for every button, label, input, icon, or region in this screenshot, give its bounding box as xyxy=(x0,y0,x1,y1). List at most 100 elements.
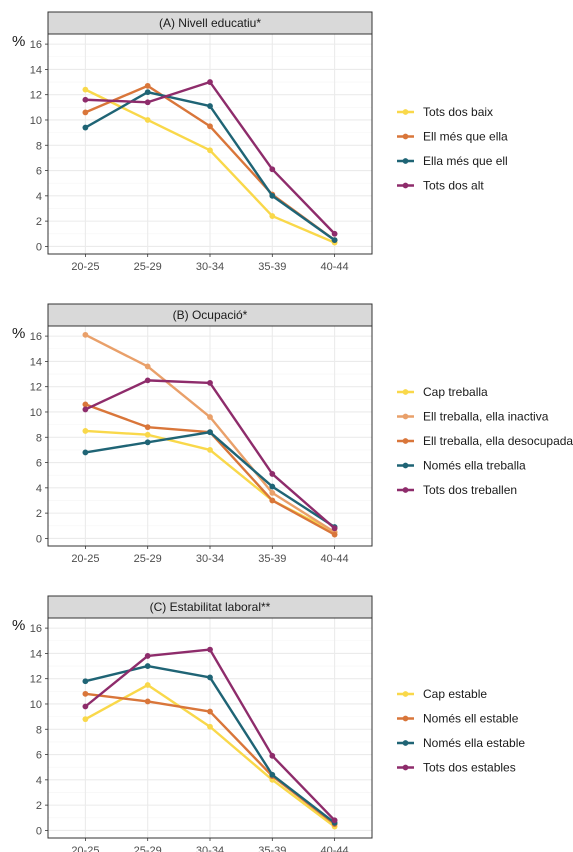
data-point xyxy=(144,99,151,106)
data-point xyxy=(144,682,151,688)
legend-key-point xyxy=(402,715,409,722)
x-tick-label: 30-34 xyxy=(196,261,224,273)
legend-key-point xyxy=(402,740,409,746)
legend-key xyxy=(397,764,414,771)
legend-label: Ell treballa, ella inactiva xyxy=(423,410,549,424)
data-point xyxy=(82,690,89,697)
x-tick-label: 25-29 xyxy=(134,261,162,273)
data-point xyxy=(82,678,89,685)
legend-key-point xyxy=(402,764,409,771)
data-point xyxy=(82,109,89,116)
data-point xyxy=(269,213,276,219)
y-tick-label: 6 xyxy=(36,458,42,470)
data-point xyxy=(269,489,276,496)
data-point xyxy=(331,531,338,538)
series-0 xyxy=(82,682,338,830)
legend-key-point xyxy=(402,158,409,164)
y-tick-label: 6 xyxy=(36,166,42,178)
data-point xyxy=(207,379,213,386)
y-tick-label: 2 xyxy=(36,216,42,228)
data-point xyxy=(269,483,276,490)
data-point xyxy=(331,817,338,824)
x-tick-label: 35-39 xyxy=(258,845,286,852)
y-axis-label: % xyxy=(12,33,25,50)
legend-key xyxy=(397,691,414,697)
legend-key xyxy=(397,109,414,115)
data-point xyxy=(269,497,276,504)
legend-label: Tots dos treballen xyxy=(423,483,517,497)
y-tick-label: 16 xyxy=(30,623,42,635)
legend-key-point xyxy=(402,413,409,420)
data-point xyxy=(331,237,338,243)
y-tick-label: 2 xyxy=(36,800,42,812)
data-point xyxy=(144,653,151,659)
data-point xyxy=(144,117,151,123)
legend-label: Tots dos estables xyxy=(423,761,516,775)
y-axis-label: % xyxy=(12,325,25,342)
legend: Tots dos baix Ell més que ella Ella més qu… xyxy=(397,105,508,193)
facet-title: (B) Ocupació* xyxy=(173,308,248,322)
data-point xyxy=(82,428,89,434)
legend-key xyxy=(397,487,414,493)
x-tick-label: 20-25 xyxy=(71,553,99,565)
legend-key-point xyxy=(402,438,409,444)
x-tick-label: 25-29 xyxy=(134,845,162,852)
data-point xyxy=(144,82,151,89)
y-tick-label: 10 xyxy=(30,115,42,127)
y-tick-label: 4 xyxy=(36,483,42,495)
y-axis-label: % xyxy=(12,617,25,634)
legend-key-point xyxy=(402,133,409,140)
data-point xyxy=(331,230,338,237)
y-tick-label: 12 xyxy=(30,90,42,102)
data-point xyxy=(207,646,213,653)
legend-key xyxy=(397,413,414,420)
legend-key xyxy=(397,133,414,140)
data-point xyxy=(269,166,276,173)
x-tick-label: 40-44 xyxy=(321,553,349,565)
legend-key xyxy=(397,438,414,444)
legend-key xyxy=(397,740,414,746)
y-tick-label: 8 xyxy=(36,432,42,444)
data-point xyxy=(82,401,89,408)
y-tick-label: 12 xyxy=(30,674,42,686)
y-tick-label: 4 xyxy=(36,191,42,203)
series-0 xyxy=(82,86,338,246)
panel-c: (C) Estabilitat laboral** 0 2 4 6 8 10 12 14 16 20… xyxy=(12,595,525,852)
data-point xyxy=(269,192,276,199)
legend-label: Cap estable xyxy=(423,687,487,701)
legend-label: Ell treballa, ella desocupada xyxy=(423,434,573,448)
data-point xyxy=(144,439,151,446)
legend-key-point xyxy=(402,182,409,189)
y-tick-label: 6 xyxy=(36,750,42,762)
legend-key xyxy=(397,158,414,164)
data-point xyxy=(207,447,213,453)
x-tick-label: 20-25 xyxy=(71,261,99,273)
y-tick-label: 0 xyxy=(36,533,42,545)
legend-key xyxy=(397,715,414,722)
data-point xyxy=(144,698,151,705)
legend-key xyxy=(397,182,414,189)
y-tick-label: 16 xyxy=(30,331,42,343)
legend-label: Tots dos alt xyxy=(423,179,484,193)
y-tick-label: 12 xyxy=(30,382,42,394)
data-point xyxy=(144,424,151,431)
data-point xyxy=(207,79,213,85)
legend-key xyxy=(397,462,414,469)
data-point xyxy=(82,86,89,93)
x-tick-label: 35-39 xyxy=(258,261,286,273)
y-tick-label: 10 xyxy=(30,699,42,711)
x-tick-label: 40-44 xyxy=(321,845,349,852)
data-point xyxy=(207,429,213,436)
y-tick-label: 4 xyxy=(36,775,42,787)
legend-label: Només ella estable xyxy=(423,736,525,750)
legend-key-point xyxy=(402,487,409,493)
y-tick-label: 14 xyxy=(30,648,42,660)
y-tick-label: 14 xyxy=(30,356,42,368)
x-tick-label: 30-34 xyxy=(196,553,224,565)
data-point xyxy=(207,103,213,109)
legend-label: Ella més que ell xyxy=(423,154,508,168)
legend-label: Ell més que ella xyxy=(423,130,508,144)
legend-key-point xyxy=(402,109,409,115)
